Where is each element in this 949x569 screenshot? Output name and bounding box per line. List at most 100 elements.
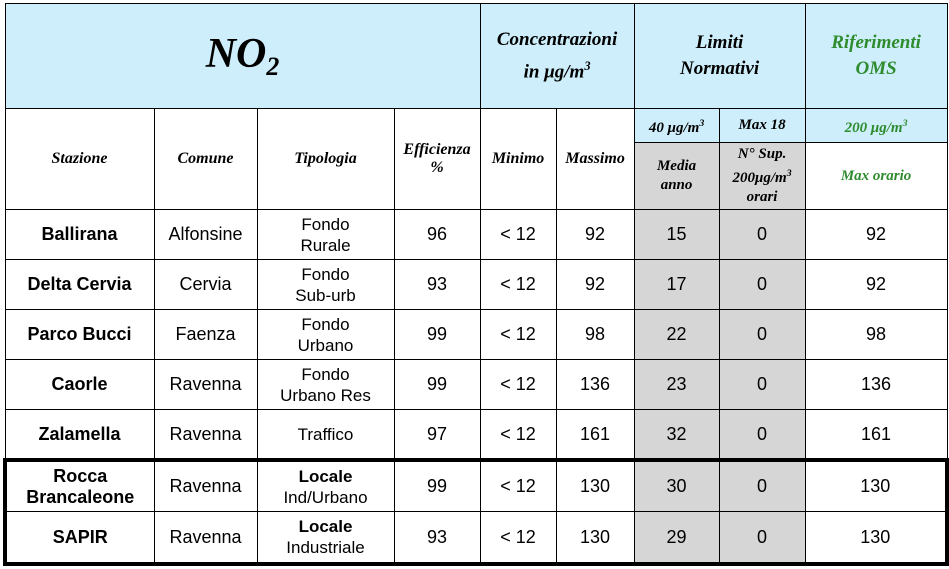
cell-minimo: < 12 (479, 209, 557, 261)
sup-line3: orari (746, 189, 778, 206)
cell-comune: Ravenna (153, 409, 258, 461)
cell-comune: Ravenna (153, 359, 258, 411)
cell-massimo: 98 (555, 309, 635, 361)
tipologia-line1: Fondo (301, 364, 350, 384)
stazione-line1: Rocca (53, 465, 108, 486)
concentrazioni-line2: in μg/m (523, 61, 585, 83)
tipologia-line1: Fondo (301, 264, 350, 284)
tipologia-line2: Sub-urb (295, 285, 356, 305)
cell-minimo: < 12 (479, 511, 557, 567)
tipologia-line2: Industriale (286, 538, 365, 558)
cell-tipologia: Fondo Sub-urb (256, 259, 395, 311)
cell-minimo: < 12 (479, 309, 557, 361)
oms-limit-value: 200 μg/m (844, 119, 903, 136)
header-row-1: NO2 Concentrazioni in μg/m3 Limiti Norma… (4, 2, 948, 110)
table-row: Ballirana Alfonsine Fondo Rurale 96 < 12 … (4, 209, 948, 261)
efficienza-line2: % (430, 159, 444, 177)
cell-massimo: 136 (555, 359, 635, 411)
cell-media: 30 (633, 457, 720, 513)
cell-media: 32 (633, 409, 720, 461)
cell-stazione: Caorle (4, 359, 155, 411)
cell-superamenti: 0 (718, 457, 806, 513)
cell-stazione: Delta Cervia (4, 259, 155, 311)
cell-stazione: Rocca Brancaleone (3, 457, 155, 513)
media-line2: anno (660, 177, 693, 194)
concentrazioni-sup: 3 (584, 58, 591, 73)
cell-efficienza: 99 (393, 457, 481, 513)
col-stazione: Stazione (4, 108, 155, 211)
cell-max-orario: 161 (804, 409, 948, 461)
tipologia-line1: Locale (298, 517, 353, 537)
cell-stazione: Ballirana (4, 209, 155, 261)
cell-efficienza: 99 (393, 359, 481, 411)
cell-tipologia: Fondo Urbano (256, 309, 395, 361)
cell-efficienza: 93 (393, 259, 481, 311)
cell-efficienza: 97 (393, 409, 481, 461)
cell-media: 15 (633, 209, 720, 261)
cell-media: 29 (633, 511, 720, 567)
stazione-line1: Caorle (51, 374, 108, 395)
cell-minimo: < 12 (479, 359, 557, 411)
cell-efficienza: 93 (393, 511, 481, 567)
stazione-line2: Brancaleone (26, 486, 135, 507)
efficienza-line1: Efficienza (403, 141, 471, 159)
cell-max-orario: 92 (804, 209, 948, 261)
header-row-3: Media anno N° Sup. 200μg/m3 orari Max or… (5, 142, 948, 211)
cell-superamenti: 0 (718, 209, 806, 261)
pollutant-title: NO2 (4, 2, 481, 110)
title-main: NO (205, 31, 267, 78)
stazione-line1: Ballirana (41, 224, 118, 245)
col-max-orario: Max orario (804, 142, 948, 211)
cell-max-orario: 92 (804, 259, 948, 311)
stazione-line1: SAPIR (52, 526, 108, 547)
cell-superamenti: 0 (718, 511, 806, 567)
cell-efficienza: 99 (393, 309, 481, 361)
col-efficienza: Efficienza % (393, 108, 481, 211)
limit-annual-value: 40 μg/m (648, 119, 700, 136)
cell-max-orario: 130 (804, 511, 949, 567)
tipologia-line2: Rurale (300, 235, 351, 255)
col-media: Media anno (633, 142, 720, 211)
cell-max-orario: 98 (804, 309, 948, 361)
col-tipologia: Tipologia (256, 108, 395, 211)
table-row: Rocca Brancaleone Ravenna Locale Ind/Urban… (3, 457, 949, 513)
oms-limit: 200 μg/m3 (804, 108, 948, 144)
no2-table: NO2 Concentrazioni in μg/m3 Limiti Norma… (3, 2, 949, 567)
cell-max-orario: 136 (804, 359, 948, 411)
cell-massimo: 130 (555, 511, 635, 567)
cell-massimo: 161 (555, 409, 635, 461)
cell-comune: Ravenna (153, 511, 258, 567)
tipologia-line1: Traffico (297, 424, 354, 444)
cell-superamenti: 0 (718, 259, 806, 311)
cell-media: 17 (633, 259, 720, 311)
sup-line1: N° Sup. (737, 146, 787, 163)
table-row: Parco Bucci Faenza Fondo Urbano 99 < 12 9… (4, 309, 948, 361)
cell-comune: Faenza (153, 309, 258, 361)
table-row: Zalamella Ravenna Traffico 97 < 12 161 3… (4, 409, 948, 461)
stazione-line1: Parco Bucci (27, 324, 132, 345)
header-row-2: Stazione Comune Tipologia Efficienza % M… (4, 108, 948, 211)
cell-massimo: 92 (555, 209, 635, 261)
media-line1: Media (656, 158, 697, 175)
cell-massimo: 130 (555, 457, 635, 513)
table-row: Caorle Ravenna Fondo Urbano Res 99 < 12 1… (4, 359, 948, 411)
cell-comune: Ravenna (153, 457, 258, 513)
col-minimo: Minimo (479, 108, 557, 211)
cell-stazione: Parco Bucci (4, 309, 155, 361)
tipologia-line2: Urbano (297, 335, 354, 355)
tipologia-line2: Ind/Urbano (283, 487, 368, 507)
table-row: SAPIR Ravenna Locale Industriale 93 < 12 … (3, 511, 949, 567)
cell-media: 23 (633, 359, 720, 411)
cell-superamenti: 0 (718, 409, 806, 461)
tipologia-line2: Urbano Res (280, 385, 371, 405)
tipologia-line1: Fondo (301, 214, 350, 234)
cell-comune: Cervia (153, 259, 258, 311)
sup-line2: 200μg/m (732, 170, 787, 187)
cell-tipologia: Fondo Urbano Res (256, 359, 395, 411)
cell-superamenti: 0 (718, 309, 806, 361)
concentrazioni-line1: Concentrazioni (496, 28, 618, 50)
cell-comune: Alfonsine (153, 209, 258, 261)
cell-massimo: 92 (555, 259, 635, 311)
cell-tipologia: Locale Industriale (256, 511, 395, 567)
oms-line2: OMS (855, 58, 897, 80)
